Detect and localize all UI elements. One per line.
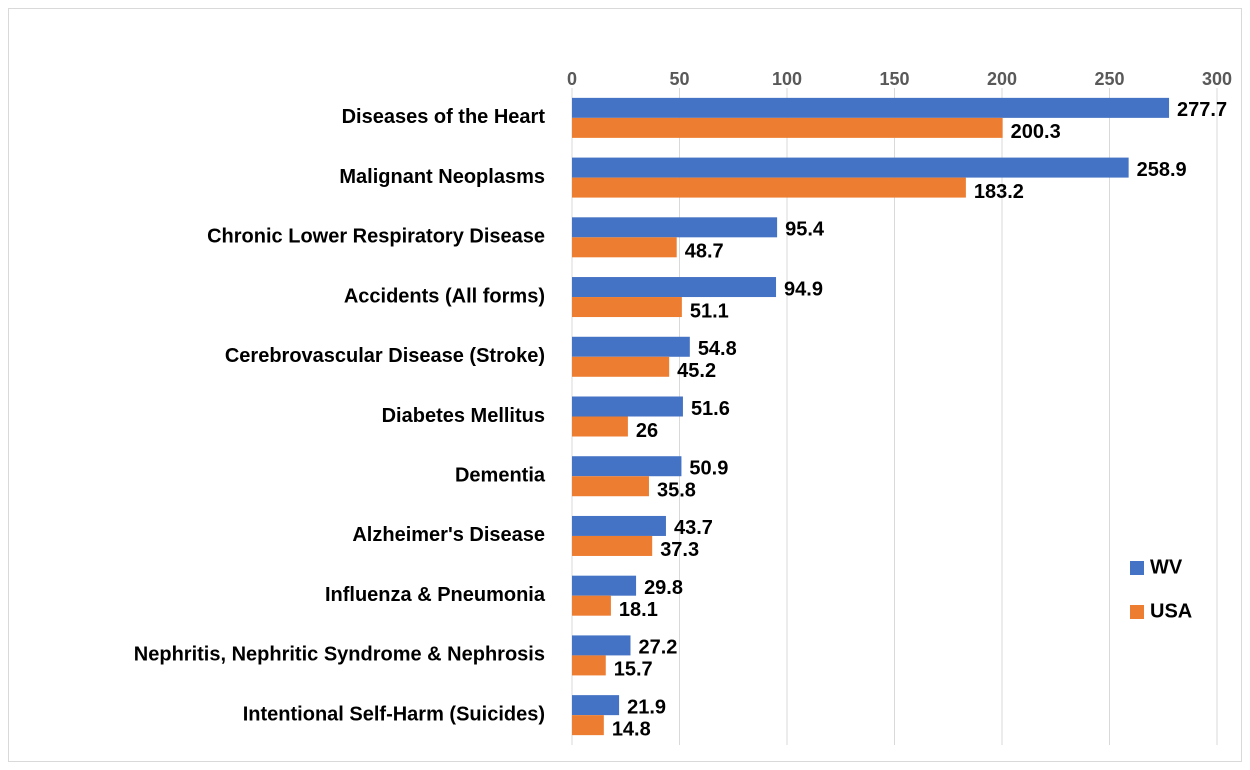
bar <box>572 515 666 536</box>
data-label: 277.7 <box>1177 99 1227 121</box>
x-tick-label: 250 <box>1094 69 1124 89</box>
y-tick-label: Dementia <box>455 465 546 487</box>
data-label: 14.8 <box>612 718 651 740</box>
y-tick-label: Chronic Lower Respiratory Disease <box>207 226 545 248</box>
y-tick-label: Diseases of the Heart <box>342 106 546 128</box>
data-label: 51.1 <box>690 300 729 322</box>
data-label: 35.8 <box>657 480 696 502</box>
bar <box>572 336 690 357</box>
legend-swatch <box>1130 605 1144 619</box>
x-tick-label: 50 <box>669 69 689 89</box>
data-label: 50.9 <box>689 458 728 480</box>
bar <box>572 575 637 596</box>
legend-label: WV <box>1150 556 1183 578</box>
data-label: 37.3 <box>660 539 699 561</box>
data-label: 45.2 <box>677 360 716 382</box>
x-tick-label: 100 <box>772 69 802 89</box>
y-tick-label: Diabetes Mellitus <box>382 405 545 427</box>
y-tick-label: Nephritis, Nephritic Syndrome & Nephrosi… <box>134 644 545 666</box>
y-tick-label: Accidents (All forms) <box>344 285 545 307</box>
bar <box>572 117 1003 138</box>
y-tick-label: Cerebrovascular Disease (Stroke) <box>225 345 545 367</box>
bar <box>572 416 628 437</box>
bar <box>572 396 683 417</box>
x-tick-label: 150 <box>879 69 909 89</box>
data-label: 15.7 <box>614 659 653 681</box>
data-label: 18.1 <box>619 599 658 621</box>
bar <box>572 456 682 477</box>
legend-swatch <box>1130 561 1144 575</box>
bar <box>572 217 778 238</box>
data-label: 43.7 <box>674 517 713 539</box>
data-label: 51.6 <box>691 398 730 420</box>
data-label: 200.3 <box>1011 121 1061 143</box>
data-label: 95.4 <box>785 219 825 241</box>
y-tick-label: Intentional Self-Harm (Suicides) <box>243 703 545 725</box>
y-tick-label: Alzheimer's Disease <box>352 524 545 546</box>
bar <box>572 237 677 258</box>
data-label: 29.8 <box>644 577 683 599</box>
data-label: 27.2 <box>638 637 677 659</box>
data-label: 21.9 <box>627 696 666 718</box>
data-label: 258.9 <box>1137 159 1187 181</box>
bar <box>572 277 777 298</box>
data-label: 48.7 <box>685 241 724 263</box>
data-label: 183.2 <box>974 181 1024 203</box>
x-tick-label: 200 <box>987 69 1017 89</box>
bar <box>572 695 620 716</box>
x-tick-label: 0 <box>567 69 577 89</box>
y-tick-label: Influenza & Pneumonia <box>325 584 546 606</box>
x-tick-label: 300 <box>1202 69 1232 89</box>
data-label: 94.9 <box>784 278 823 300</box>
bar <box>572 97 1170 118</box>
bar <box>572 356 670 377</box>
data-label: 26 <box>636 420 658 442</box>
bar <box>572 535 653 556</box>
bar <box>572 715 604 736</box>
bar <box>572 635 631 656</box>
bar <box>572 655 606 676</box>
data-label: 54.8 <box>698 338 737 360</box>
bar <box>572 177 966 198</box>
bar <box>572 157 1129 178</box>
bar <box>572 595 611 616</box>
bar <box>572 297 682 318</box>
bar <box>572 476 649 497</box>
y-tick-label: Malignant Neoplasms <box>339 166 545 188</box>
legend-label: USA <box>1150 600 1192 622</box>
